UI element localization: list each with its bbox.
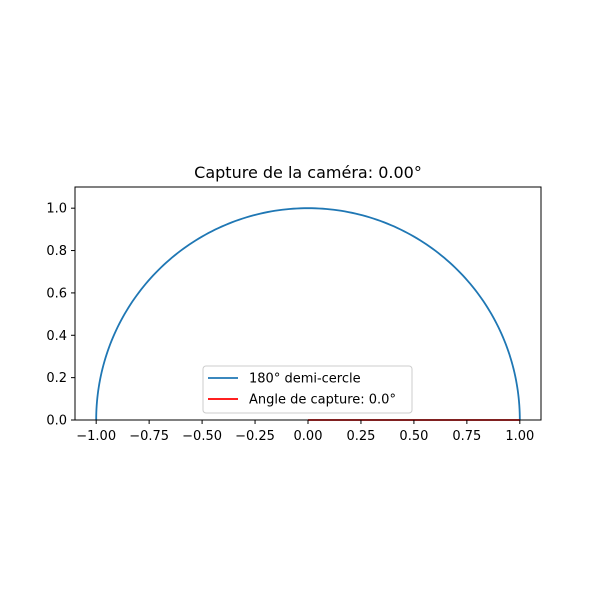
chart-title: Capture de la caméra: 0.00° — [194, 163, 422, 182]
x-tick-label: −1.00 — [76, 429, 116, 444]
legend-label-1: Angle de capture: 0.0° — [249, 393, 396, 408]
legend-label-0: 180° demi-cercle — [249, 372, 361, 387]
y-tick-label: 0.2 — [46, 371, 67, 386]
x-tick-label: −0.75 — [129, 429, 169, 444]
x-tick-label: 1.00 — [505, 429, 534, 444]
x-tick-label: −0.25 — [235, 429, 275, 444]
y-tick-label: 1.0 — [46, 202, 67, 217]
x-tick-label: 0.50 — [399, 429, 428, 444]
y-tick-label: 0.6 — [46, 286, 67, 301]
x-axis: −1.00 −0.75 −0.50 −0.25 0.00 0.25 0.50 0.75 1.00 — [76, 420, 534, 444]
y-tick-label: 0.8 — [46, 244, 67, 259]
x-tick-label: 0.00 — [294, 429, 323, 444]
x-tick-label: 0.75 — [452, 429, 481, 444]
x-tick-label: −0.50 — [182, 429, 222, 444]
y-tick-label: 0.4 — [46, 329, 67, 344]
y-axis: 0.0 0.2 0.4 0.6 0.8 1.0 — [46, 202, 75, 429]
legend: 180° demi-cercle Angle de capture: 0.0° — [203, 366, 412, 413]
x-tick-label: 0.25 — [346, 429, 375, 444]
y-tick-label: 0.0 — [46, 414, 67, 429]
